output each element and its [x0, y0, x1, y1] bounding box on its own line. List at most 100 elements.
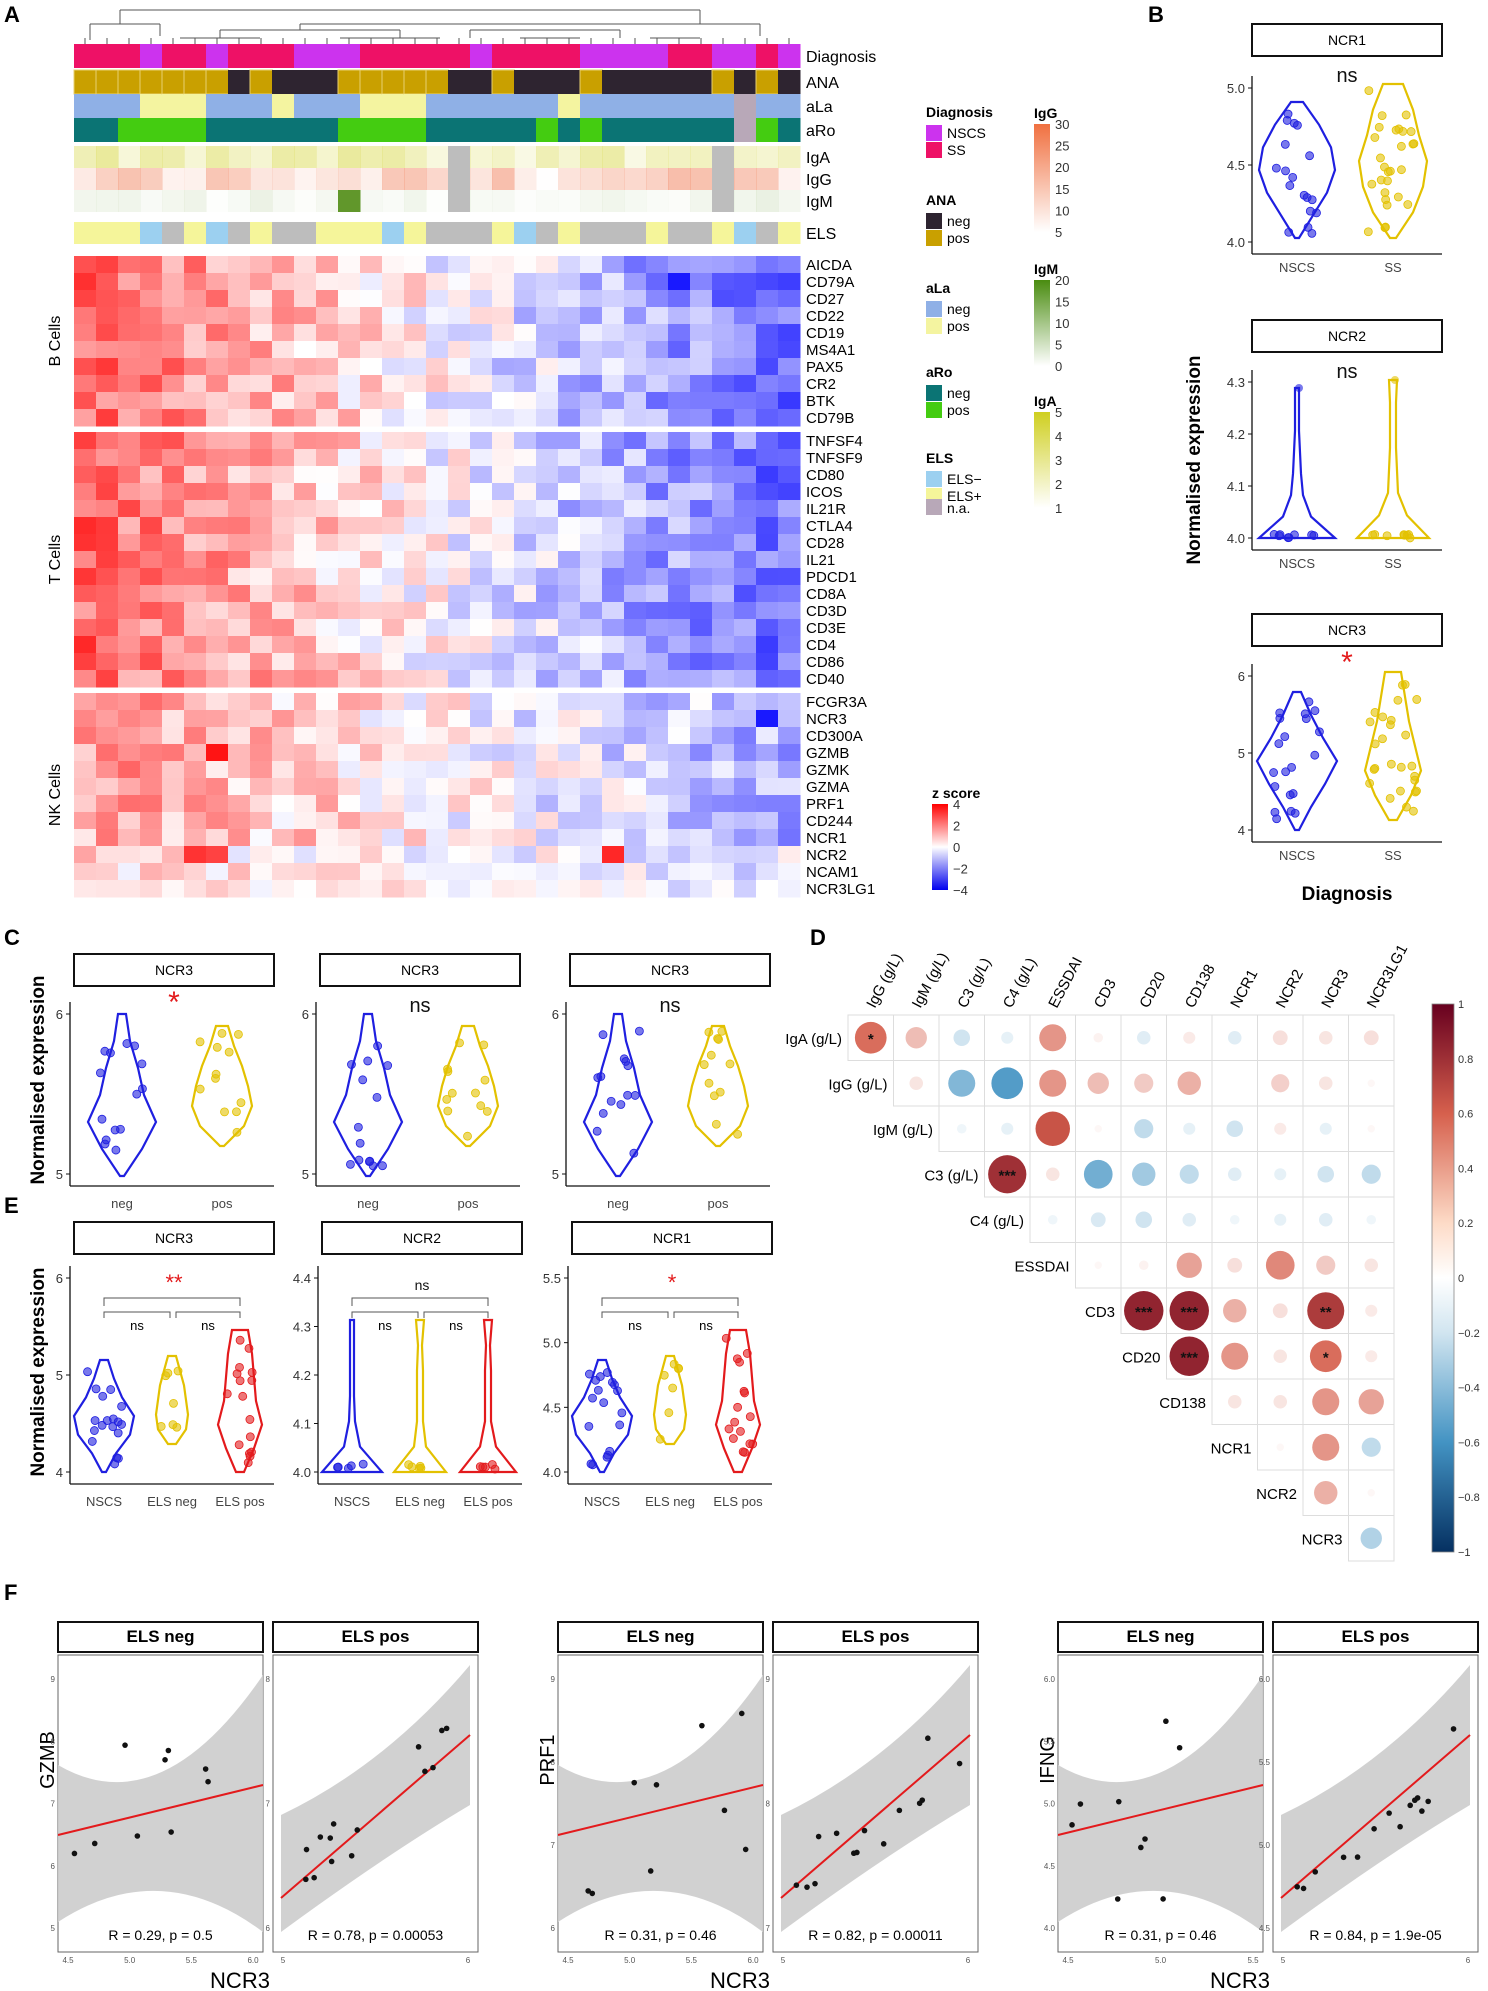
legend-swatch-diagnosis	[926, 125, 942, 141]
heatmap-cell	[646, 812, 669, 830]
heatmap-cell	[646, 568, 669, 586]
heatmap-cell	[558, 727, 581, 745]
heatmap-cell	[294, 863, 317, 881]
scatter-point	[742, 1846, 749, 1853]
heatmap-cell	[426, 653, 449, 671]
corr-circle	[953, 1029, 971, 1047]
ana-cell	[491, 69, 515, 95]
regression-line	[557, 1784, 764, 1836]
heatmap-cell	[756, 466, 779, 484]
ana-cell	[316, 70, 339, 94]
els-cell	[558, 222, 581, 244]
heatmap-cell	[514, 670, 537, 688]
heatmap-cell	[492, 517, 515, 535]
igg-cell	[536, 168, 559, 190]
heatmap-cell	[492, 409, 515, 427]
corr-significance: ***	[998, 1167, 1016, 1184]
corr-circle	[1083, 1159, 1113, 1189]
data-point-ss	[1406, 127, 1416, 136]
heatmap-cell	[338, 324, 361, 342]
ala-cell	[74, 94, 97, 118]
gene-label: CD244	[806, 813, 853, 830]
heatmap-cell	[74, 256, 97, 274]
iga-cell	[514, 146, 537, 168]
data-point-els-pos	[736, 1427, 745, 1436]
heatmap-cell	[338, 812, 361, 830]
heatmap-cell	[668, 483, 691, 501]
heatmap-cell	[448, 727, 471, 745]
heatmap-cell	[360, 880, 383, 898]
gene-label: IL21	[806, 552, 835, 569]
corr-significance: ***	[1180, 1304, 1198, 1321]
scatter-point	[1115, 1798, 1122, 1805]
heatmap-cell	[360, 846, 383, 864]
heatmap-cell	[668, 602, 691, 620]
heatmap-cell	[646, 693, 669, 711]
aro-cell	[448, 118, 471, 142]
heatmap-cell	[74, 653, 97, 671]
confidence-band	[781, 1665, 970, 1932]
data-point-pos	[699, 1060, 709, 1069]
heatmap-cell	[404, 693, 427, 711]
heatmap-cell	[756, 812, 779, 830]
heatmap-cell	[316, 449, 339, 467]
data-point-els-pos	[739, 1386, 749, 1396]
corr-circle	[1182, 1212, 1197, 1227]
heatmap-cell	[470, 517, 493, 535]
heatmap-cell	[690, 551, 713, 569]
heatmap-cell	[514, 761, 537, 779]
gene-label: NCR3	[806, 711, 847, 728]
heatmap-cell	[272, 432, 295, 450]
heatmap-cell	[382, 795, 405, 813]
igg-cell	[96, 168, 119, 190]
heatmap-cell	[514, 273, 537, 291]
data-point-ss	[1409, 806, 1418, 816]
heatmap-cell	[206, 812, 229, 830]
heatmap-cell	[536, 517, 559, 535]
heatmap-cell	[536, 256, 559, 274]
heatmap-cell	[536, 449, 559, 467]
heatmap-cell	[690, 880, 713, 898]
data-point-neg	[363, 1056, 373, 1066]
legend-swatch-els	[926, 471, 942, 487]
heatmap-cell	[624, 273, 647, 291]
bracket-significance: ns	[201, 1318, 215, 1333]
heatmap-cell	[338, 710, 361, 728]
heatmap-cell	[624, 358, 647, 376]
heatmap-cell	[602, 880, 625, 898]
heatmap-cell	[228, 409, 251, 427]
gene-label: BTK	[806, 393, 835, 410]
heatmap-cell	[140, 795, 163, 813]
iga-cell	[492, 146, 515, 168]
heatmap-cell	[756, 778, 779, 796]
heatmap-cell	[272, 636, 295, 654]
heatmap-cell	[294, 670, 317, 688]
heatmap-cell	[118, 795, 141, 813]
panel-f-ytick-label: 8	[766, 1800, 771, 1809]
heatmap-cell	[668, 500, 691, 518]
data-point-ss	[1393, 695, 1403, 705]
legend-item-diagnosis: SS	[947, 142, 966, 158]
data-point-ss	[1370, 739, 1380, 749]
heatmap-cell	[536, 534, 559, 552]
ana-cell	[294, 70, 317, 94]
iga-cell	[140, 146, 163, 168]
heatmap-cell	[580, 880, 603, 898]
legend-item-ala: pos	[947, 318, 970, 334]
panel-f-ytick-label: 7	[551, 1841, 556, 1850]
corr-col-label: CD3	[1091, 976, 1120, 1010]
ala-cell	[734, 94, 757, 118]
heatmap-cell	[294, 744, 317, 762]
correlation-stat: R = 0.29, p = 0.5	[108, 1927, 213, 1943]
heatmap-cell	[734, 653, 757, 671]
heatmap-cell	[580, 466, 603, 484]
heatmap-cell	[778, 795, 801, 813]
heatmap-cell	[118, 880, 141, 898]
data-point-nscs	[584, 1421, 594, 1431]
heatmap-cell	[536, 795, 559, 813]
heatmap-cell	[580, 636, 603, 654]
heatmap-cell	[294, 483, 317, 501]
heatmap-cell	[162, 449, 185, 467]
heatmap-cell	[272, 341, 295, 359]
panel-b-y-axis-label: Normalised expression	[1184, 355, 1205, 564]
